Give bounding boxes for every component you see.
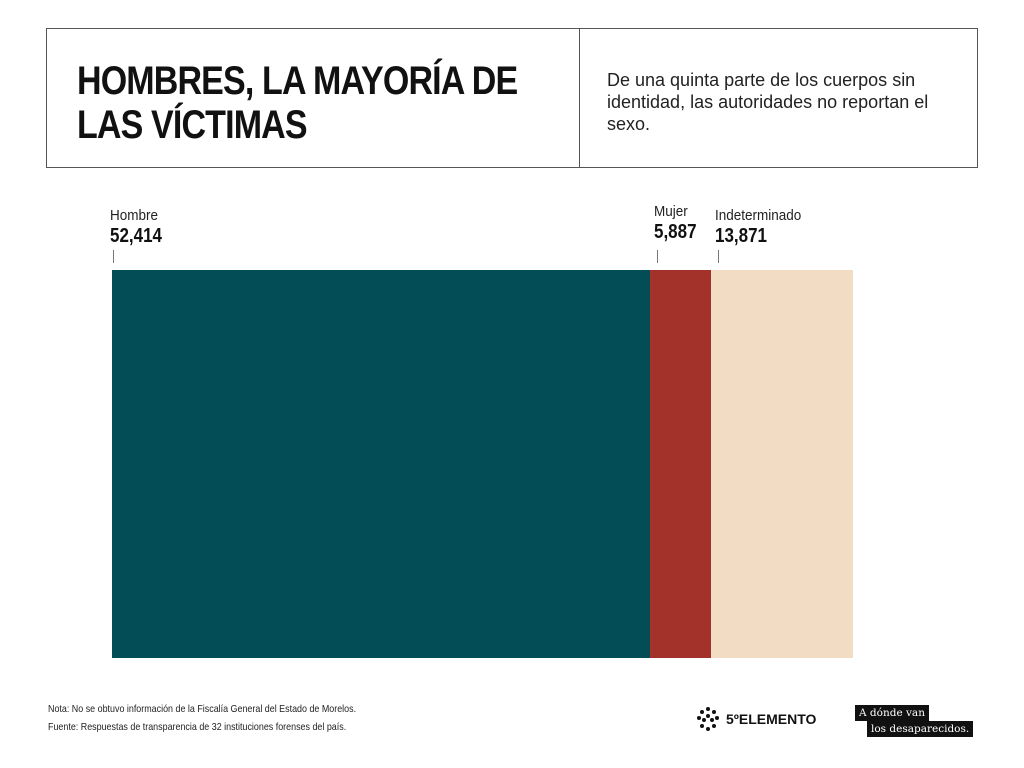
category-label: Indeterminado: [714, 207, 801, 224]
category-label: Mujer: [654, 203, 688, 220]
badge-line2: los desaparecidos.: [867, 721, 974, 737]
value-label: 5,887: [654, 221, 697, 243]
bar-segment-hombre: [112, 270, 651, 658]
chart-title: HOMBRES, LA MAYORÍA DE LAS VÍCTIMAS: [77, 59, 518, 147]
header-divider: [579, 29, 580, 167]
value-label: 52,414: [110, 225, 162, 247]
chart-subtitle: De una quinta parte de los cuerpos sin i…: [607, 70, 929, 134]
logo-text: 5ºELEMENTO: [726, 711, 817, 727]
header-box: HOMBRES, LA MAYORÍA DE LAS VÍCTIMAS De u…: [46, 28, 978, 168]
quinto-elemento-logo: 5ºELEMENTO: [696, 706, 816, 732]
bar-segment-mujer: [650, 270, 711, 658]
source-text: Fuente: Respuestas de transparencia de 3…: [48, 721, 347, 733]
bar-segment-indeterminado: [710, 270, 853, 658]
category-label: Hombre: [110, 207, 159, 224]
label-tick: [657, 250, 659, 263]
value-label: 13,871: [714, 225, 767, 247]
note-text: Nota: No se obtuvo información de la Fis…: [48, 703, 357, 715]
dots-logo-icon: [697, 707, 719, 731]
label-tick: [113, 250, 114, 263]
project-badge: A dónde van los desaparecidos.: [855, 705, 974, 737]
badge-line1: A dónde van: [855, 705, 929, 721]
label-tick: [717, 250, 719, 263]
